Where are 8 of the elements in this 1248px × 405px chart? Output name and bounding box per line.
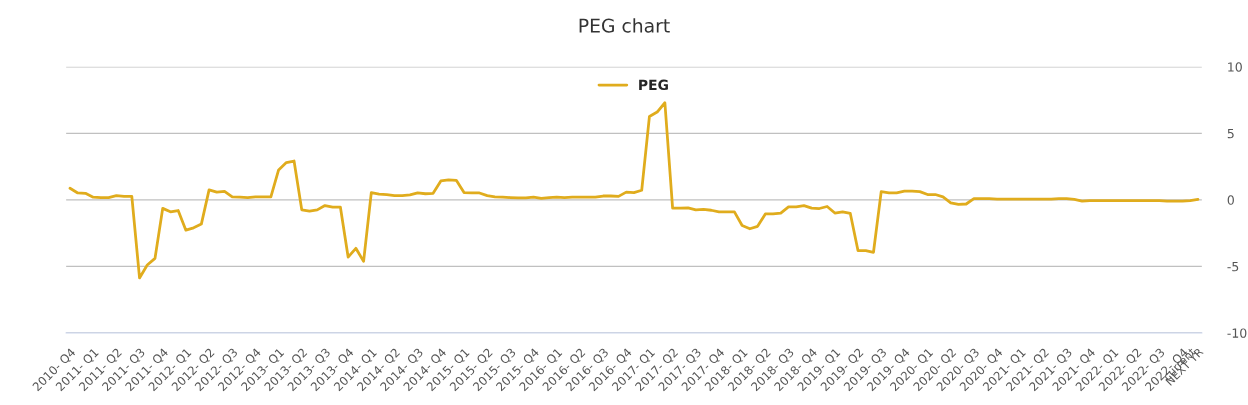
y-tick-label: 0	[1227, 195, 1234, 205]
y-tick-label: -5	[1227, 262, 1239, 272]
y-tick-label: 5	[1227, 128, 1234, 139]
y-tick-label: 10	[1228, 62, 1242, 72]
chart-title: PEG chart	[579, 18, 670, 33]
y-tick-label: -10	[1227, 328, 1247, 338]
legend-label: PEG	[639, 79, 668, 91]
line-series	[68, 101, 1200, 280]
